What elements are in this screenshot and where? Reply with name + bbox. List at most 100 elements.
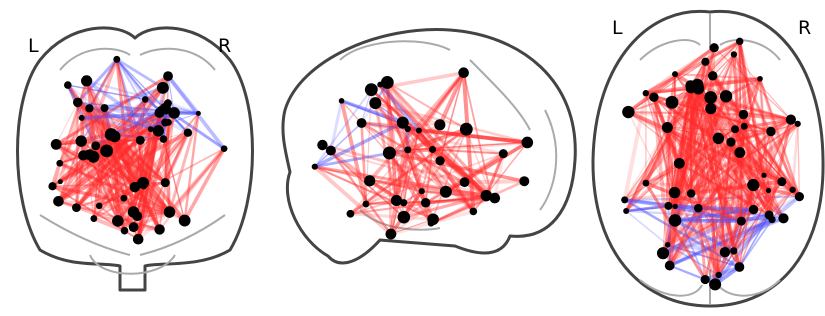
node	[458, 67, 469, 78]
node	[105, 128, 118, 141]
node	[657, 247, 669, 259]
node	[404, 146, 411, 153]
node	[128, 206, 139, 217]
node	[777, 177, 786, 186]
node	[435, 156, 444, 165]
node	[365, 83, 378, 96]
node	[460, 123, 473, 136]
node	[130, 182, 140, 192]
node	[766, 188, 771, 193]
node	[386, 229, 397, 240]
node	[665, 242, 671, 248]
node	[153, 125, 164, 136]
node	[643, 180, 650, 187]
node	[383, 146, 396, 159]
node	[665, 261, 675, 271]
node	[739, 110, 748, 119]
node	[400, 199, 407, 206]
node	[662, 122, 673, 133]
node	[317, 140, 327, 150]
node	[730, 247, 737, 254]
node	[701, 58, 709, 66]
node	[519, 176, 529, 186]
node	[221, 145, 228, 152]
node	[672, 71, 678, 77]
node	[377, 82, 383, 88]
node	[100, 144, 113, 157]
node	[121, 227, 129, 235]
node	[761, 173, 766, 178]
connection-edge	[675, 220, 741, 221]
node	[397, 117, 409, 129]
node	[73, 98, 83, 108]
node	[113, 56, 120, 63]
left-label: L	[28, 35, 39, 57]
node	[369, 97, 381, 109]
node	[489, 193, 500, 204]
node	[129, 222, 139, 232]
node	[157, 82, 169, 94]
node	[674, 158, 685, 169]
right-label: R	[798, 17, 811, 39]
node	[339, 98, 345, 104]
node	[731, 125, 739, 133]
node	[669, 214, 682, 227]
node	[664, 202, 672, 210]
node	[726, 137, 735, 146]
node	[326, 146, 336, 156]
node	[184, 129, 192, 137]
node	[347, 210, 355, 218]
node	[741, 123, 748, 130]
node	[715, 272, 721, 278]
node	[312, 164, 318, 170]
node	[720, 247, 730, 257]
right-label: R	[218, 35, 231, 57]
node	[694, 204, 703, 213]
connection-edge	[668, 206, 669, 266]
node	[141, 184, 147, 190]
node	[708, 71, 717, 80]
node	[81, 75, 92, 86]
node	[120, 195, 127, 202]
node	[440, 186, 452, 198]
node	[179, 215, 191, 227]
node	[53, 196, 64, 207]
node	[142, 96, 149, 103]
left-label: L	[612, 17, 623, 39]
node	[133, 234, 144, 245]
node	[795, 192, 804, 201]
axial-view: L R	[593, 11, 823, 306]
node	[48, 182, 56, 190]
node	[364, 175, 375, 186]
node	[101, 104, 109, 112]
node	[705, 94, 714, 103]
node	[164, 206, 175, 217]
node	[168, 107, 180, 119]
node	[381, 76, 394, 89]
node	[737, 217, 746, 226]
node	[701, 275, 710, 284]
node	[429, 146, 436, 153]
node	[789, 187, 795, 193]
node	[499, 149, 508, 158]
node	[72, 203, 81, 212]
node	[391, 195, 402, 206]
node	[79, 115, 85, 121]
node	[747, 179, 759, 191]
node	[64, 81, 72, 89]
node	[434, 119, 445, 130]
node	[58, 179, 63, 184]
node	[84, 149, 95, 160]
node	[736, 38, 743, 45]
node	[710, 43, 719, 52]
node	[766, 127, 775, 136]
node	[91, 141, 100, 150]
node	[421, 198, 430, 207]
node	[734, 147, 745, 158]
node	[357, 118, 367, 128]
node	[687, 189, 695, 197]
node	[51, 139, 62, 150]
node	[705, 103, 716, 114]
node	[731, 51, 737, 57]
node	[161, 178, 170, 187]
